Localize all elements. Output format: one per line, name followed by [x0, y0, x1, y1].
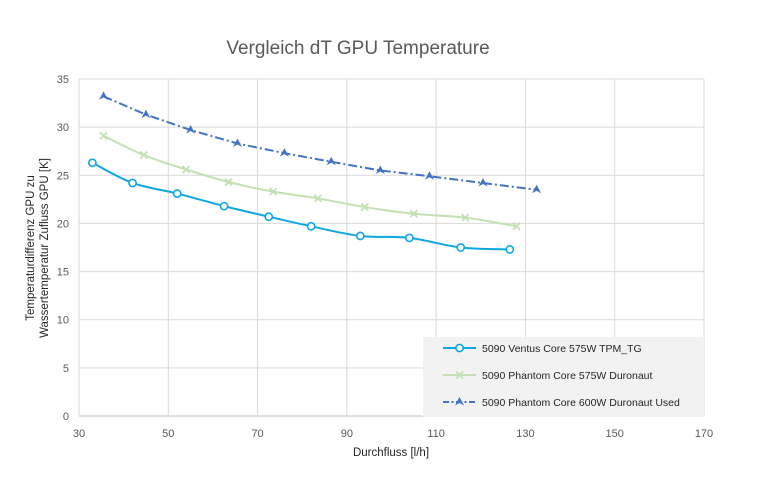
data-point-triangle — [478, 177, 488, 187]
data-point-x — [269, 187, 278, 196]
y-tick-label: 30 — [57, 122, 69, 134]
data-point-x — [182, 165, 191, 174]
data-point-triangle — [424, 171, 434, 180]
data-point-x-stroke — [455, 370, 464, 380]
data-point-triangle — [99, 91, 109, 100]
x-tick-label: 170 — [695, 428, 713, 440]
legend-background — [423, 337, 704, 417]
data-point-x — [512, 222, 521, 231]
x-tick-label: 50 — [162, 428, 174, 440]
data-point-circle — [505, 245, 515, 254]
data-point-x — [409, 209, 418, 218]
data-point-circle — [456, 243, 466, 252]
data-point-triangle — [375, 165, 385, 174]
data-point-circle — [306, 221, 316, 231]
data-point-circle — [219, 201, 229, 211]
y-tick-label: 20 — [57, 218, 69, 230]
data-point-x-stroke — [512, 222, 521, 231]
legend: 5090 Ventus Core 575W TPM_TG 5090 Phantom… — [423, 337, 704, 417]
data-point-triangle — [279, 148, 289, 157]
data-point-circle — [264, 212, 274, 222]
legend-entry: 5090 Phantom Core 575W Duronaut — [443, 370, 653, 382]
data-point-triangle — [326, 156, 336, 166]
legend-label: 5090 Ventus Core 575W TPM_TG — [482, 343, 642, 355]
data-point-x-stroke — [99, 131, 108, 140]
series-1 — [87, 158, 515, 254]
data-point-x — [139, 150, 148, 160]
legend-label: 5090 Phantom Core 575W Duronaut — [482, 370, 653, 382]
data-point-triangle — [455, 397, 464, 406]
gridlines — [78, 78, 705, 417]
data-point-circle — [128, 178, 137, 188]
data-point-x — [224, 177, 233, 187]
data-point-circle — [404, 233, 414, 243]
x-tick-label: 150 — [606, 428, 624, 440]
data-point-x-stroke — [182, 165, 191, 174]
data-point-triangle — [186, 125, 196, 134]
series-line — [91, 161, 510, 251]
data-point-x — [313, 194, 322, 203]
legend-entry: 5090 Phantom Core 600W Duronaut Used — [443, 397, 680, 409]
data-point-circle — [355, 231, 365, 241]
x-tick-label: 90 — [341, 428, 353, 440]
data-point-x — [455, 370, 464, 380]
chart-title: Vergleich dT GPU Temperature — [226, 38, 489, 59]
x-tick-label: 70 — [251, 428, 263, 440]
y-tick-label: 10 — [57, 315, 69, 327]
y-axis-title: Temperaturdifferenz GPU zu Wassertempera… — [25, 158, 51, 338]
series-2 — [99, 131, 521, 231]
y-tick-label: 35 — [57, 74, 69, 86]
data-point-x-stroke — [409, 209, 418, 218]
y-tick-label: 15 — [57, 267, 69, 279]
legend-entry: 5090 Ventus Core 575W TPM_TG — [443, 343, 642, 355]
data-point-triangle — [141, 109, 151, 119]
tick-labels: 0 5 10 15 20 25 30 35 30 50 70 90 110 130 150 170 — [57, 74, 713, 440]
data-point-x-stroke — [360, 202, 369, 212]
data-point-x-stroke — [461, 213, 470, 222]
data-point-circle — [455, 343, 464, 353]
x-tick-label: 30 — [73, 428, 85, 440]
data-point-circle — [172, 189, 182, 198]
series-line — [103, 134, 517, 228]
x-tick-label: 110 — [427, 428, 445, 440]
data-point-x-stroke — [269, 187, 278, 196]
x-tick-label: 130 — [516, 428, 534, 440]
y-tick-label: 0 — [63, 411, 69, 423]
series-3 — [99, 91, 542, 194]
data-point-x-stroke — [139, 150, 148, 160]
data-point-x-stroke — [313, 194, 322, 203]
data-series — [87, 91, 542, 254]
y-tick-label: 5 — [63, 363, 69, 375]
y-tick-label: 25 — [57, 170, 69, 182]
y-axis-title-line-2: Wassertemperatur Zufluss GPU [K] — [39, 158, 51, 338]
y-axis-title-line-1: Temperaturdifferenz GPU zu — [25, 175, 37, 321]
data-point-x — [99, 131, 108, 140]
data-point-triangle — [232, 138, 242, 148]
x-axis-title: Durchfluss [l/h] — [353, 447, 429, 459]
legend-label: 5090 Phantom Core 600W Duronaut Used — [482, 397, 680, 409]
data-point-x-stroke — [224, 177, 233, 187]
data-point-x — [461, 213, 470, 222]
data-point-triangle — [532, 184, 542, 194]
data-point-circle — [87, 158, 97, 168]
data-point-x — [360, 202, 369, 212]
series-line — [103, 95, 537, 191]
